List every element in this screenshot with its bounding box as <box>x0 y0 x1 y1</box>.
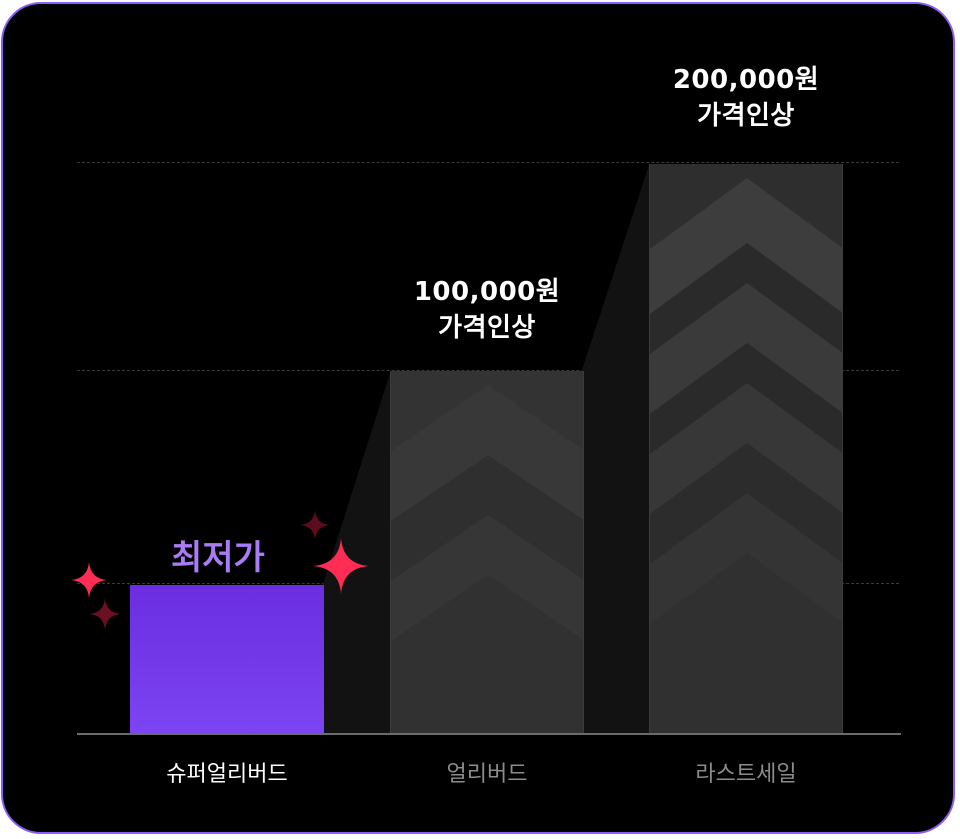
sparkle-icon <box>313 538 369 594</box>
category-label-super-early-bird: 슈퍼얼리버드 <box>166 762 288 787</box>
bar2-note: 가격인상 <box>438 313 536 343</box>
chevron-up-pattern-icon <box>391 385 583 733</box>
category-label-last-sale: 라스트세일 <box>695 762 797 787</box>
category-label-early-bird: 얼리버드 <box>446 762 528 787</box>
sparkle-icon-dim <box>300 510 330 540</box>
chevron-up-pattern-icon <box>650 164 842 733</box>
bar-early-bird <box>390 371 584 733</box>
connector-shade-1 <box>323 370 391 734</box>
sparkle-icon-dim <box>89 598 121 630</box>
bar3-price: 200,000원 <box>672 65 820 95</box>
sparkle-icon <box>71 562 107 598</box>
lowest-price-label: 최저가 <box>171 538 265 578</box>
bar2-price: 100,000원 <box>413 277 561 307</box>
bar3-note: 가격인상 <box>697 101 795 131</box>
x-axis-baseline <box>77 733 901 735</box>
bar2-value-label: 100,000원 가격인상 <box>367 274 607 346</box>
gridline-top <box>77 162 899 163</box>
gridline-mid <box>77 370 899 371</box>
bar3-value-label: 200,000원 가격인상 <box>626 62 866 134</box>
connector-shade-2 <box>582 162 650 734</box>
bar-super-early-bird <box>130 585 324 733</box>
bar-last-sale <box>649 164 843 733</box>
